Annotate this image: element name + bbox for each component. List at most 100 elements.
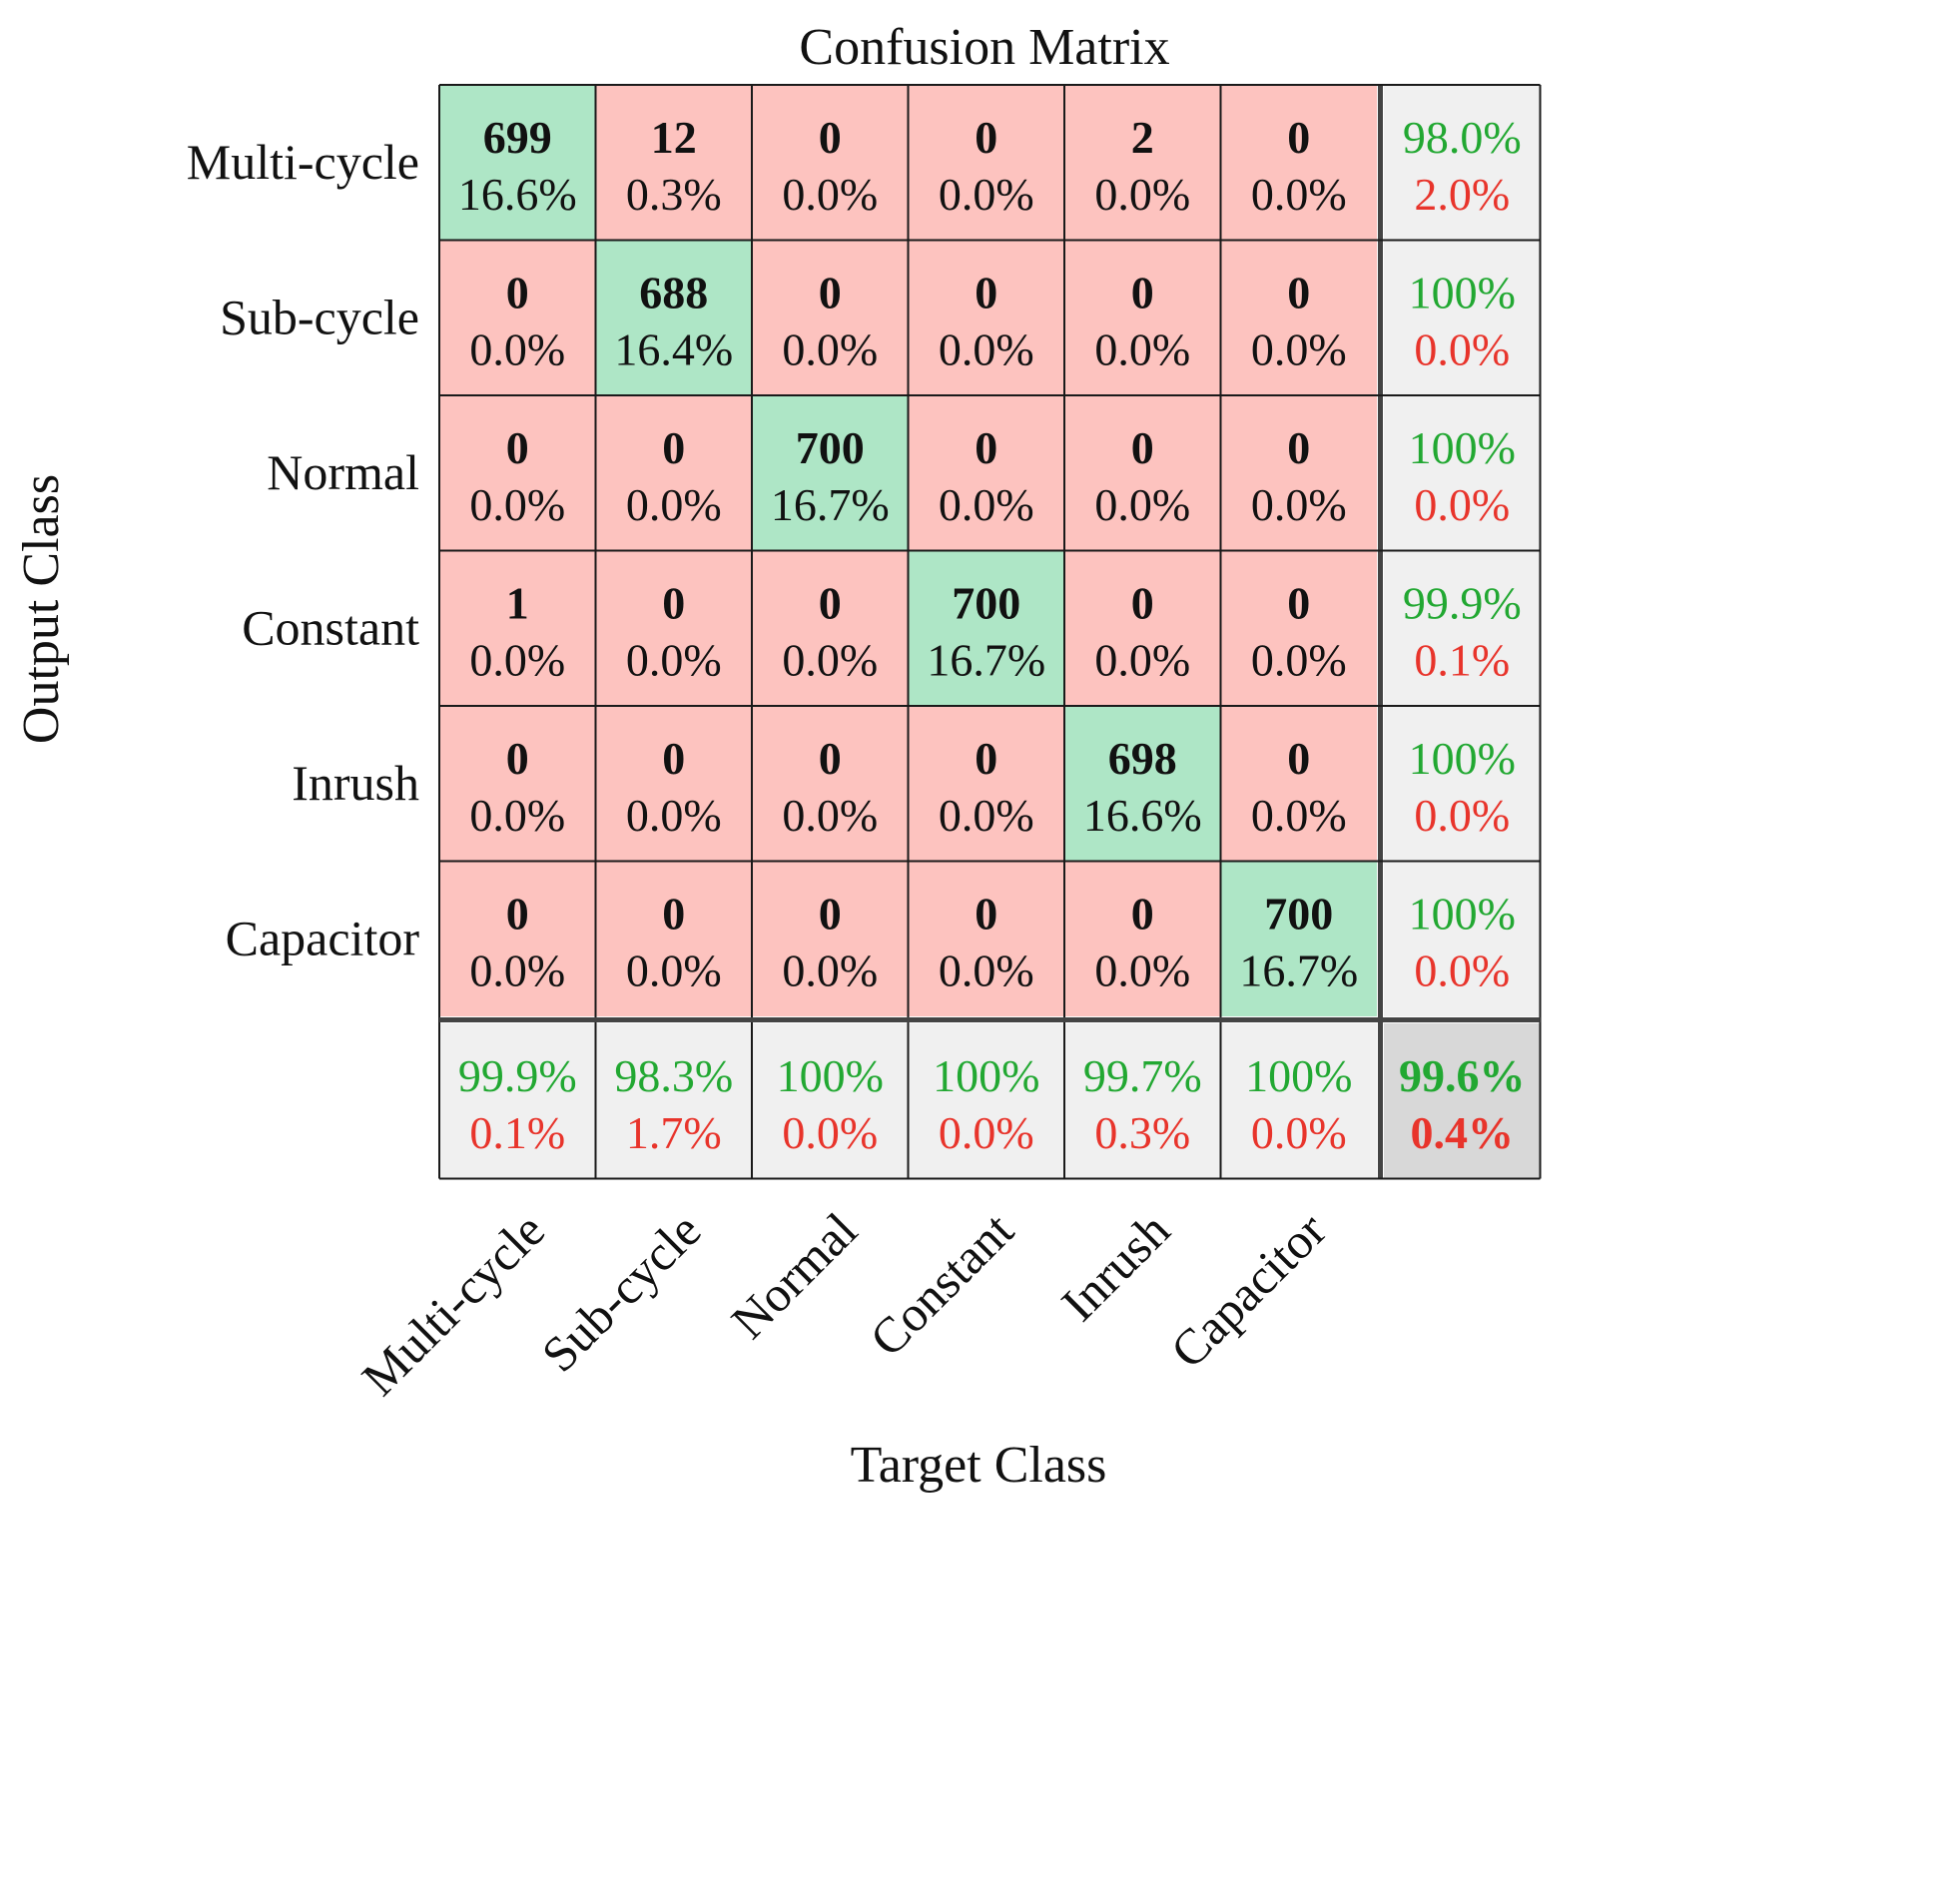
row-summary-correct: 98.0% xyxy=(1403,112,1522,163)
cell-count: 0 xyxy=(975,268,997,318)
cell-percent: 16.7% xyxy=(1239,946,1358,996)
cell-count: 700 xyxy=(796,422,865,473)
column-tick-label: Multi-cycle xyxy=(350,1202,555,1407)
cell-percent: 0.0% xyxy=(469,790,565,841)
cell-count: 0 xyxy=(1287,268,1310,318)
cell-percent: 0.0% xyxy=(1251,790,1347,841)
cell-count: 0 xyxy=(1131,889,1154,940)
row-tick-label: Constant xyxy=(242,599,419,655)
error-cell xyxy=(595,85,752,241)
row-tick-label: Sub-cycle xyxy=(220,289,419,344)
column-tick-label: Inrush xyxy=(1050,1202,1180,1332)
col-summary-cell xyxy=(595,1023,752,1179)
confusion-matrix-chart: Confusion Matrix Output Class Target Cla… xyxy=(13,19,1542,1494)
row-summary-cell xyxy=(1384,550,1541,706)
error-cell xyxy=(752,550,909,706)
col-summary-cell xyxy=(1064,1023,1221,1179)
cell-count: 700 xyxy=(1264,889,1333,940)
error-cell xyxy=(1220,85,1377,241)
cell-percent: 0.0% xyxy=(939,324,1034,375)
row-summary-correct: 100% xyxy=(1409,733,1516,784)
cell-percent: 0.3% xyxy=(626,169,722,220)
error-cell xyxy=(752,861,909,1016)
row-summary-error: 0.0% xyxy=(1414,324,1510,375)
cell-percent: 16.7% xyxy=(927,635,1045,686)
col-summary-correct: 99.7% xyxy=(1083,1050,1202,1101)
cell-percent: 0.0% xyxy=(939,479,1034,530)
error-cell xyxy=(595,550,752,706)
error-cell xyxy=(1064,240,1221,395)
column-tick-label: Capacitor xyxy=(1159,1201,1336,1378)
cell-count: 0 xyxy=(975,889,997,940)
col-summary-correct: 100% xyxy=(933,1050,1039,1101)
cell-percent: 16.7% xyxy=(771,479,890,530)
cell-count: 0 xyxy=(819,733,842,784)
correct-cell xyxy=(439,85,596,241)
correct-cell xyxy=(595,240,752,395)
cell-percent: 0.0% xyxy=(1094,324,1190,375)
error-cell xyxy=(1064,861,1221,1016)
cell-percent: 16.6% xyxy=(458,169,577,220)
cell-count: 0 xyxy=(662,578,685,629)
error-cell xyxy=(908,706,1064,862)
cell-count: 698 xyxy=(1108,733,1177,784)
cell-percent: 0.0% xyxy=(1251,479,1347,530)
cell-count: 0 xyxy=(506,889,529,940)
row-summary-cell xyxy=(1384,395,1541,551)
error-cell xyxy=(1220,550,1377,706)
error-cell xyxy=(1064,395,1221,551)
cell-count: 0 xyxy=(506,422,529,473)
cell-count: 0 xyxy=(1131,268,1154,318)
cell-percent: 16.6% xyxy=(1083,790,1202,841)
cell-percent: 0.0% xyxy=(1251,324,1347,375)
col-summary-error: 0.0% xyxy=(939,1107,1034,1158)
cell-count: 0 xyxy=(819,889,842,940)
matrix-cells: 699 16.6% 12 0.3% 0 0.0% 0 0.0% 2 0.0% 0 0.0% 0 0.0% 6… xyxy=(439,85,1541,1179)
col-summary-error: 0.0% xyxy=(1251,1107,1347,1158)
error-cell xyxy=(908,240,1064,395)
col-summary-cell xyxy=(908,1023,1064,1179)
cell-count: 0 xyxy=(975,733,997,784)
col-summary-correct: 100% xyxy=(1245,1050,1352,1101)
row-tick-label: Inrush xyxy=(292,755,419,811)
error-cell xyxy=(439,550,596,706)
row-summary-error: 0.0% xyxy=(1414,790,1510,841)
error-cell xyxy=(1220,240,1377,395)
row-summary-error: 0.0% xyxy=(1414,946,1510,996)
cell-percent: 0.0% xyxy=(939,169,1034,220)
row-tick-label: Multi-cycle xyxy=(187,134,419,190)
error-cell xyxy=(752,85,909,241)
row-summary-cell xyxy=(1384,861,1541,1016)
row-summary-cell xyxy=(1384,706,1541,862)
row-summary-correct: 99.9% xyxy=(1403,578,1522,629)
x-axis-label: Target Class xyxy=(851,1437,1107,1494)
error-cell xyxy=(595,861,752,1016)
cell-percent: 0.0% xyxy=(782,790,878,841)
cell-count: 0 xyxy=(1287,422,1310,473)
cell-count: 0 xyxy=(1131,422,1154,473)
col-summary-correct: 98.3% xyxy=(614,1050,733,1101)
error-cell xyxy=(752,706,909,862)
row-tick-label: Capacitor xyxy=(226,910,420,965)
row-summary-correct: 100% xyxy=(1409,268,1516,318)
row-summary-error: 0.0% xyxy=(1414,479,1510,530)
cell-percent: 0.0% xyxy=(1094,946,1190,996)
cell-percent: 0.0% xyxy=(469,479,565,530)
error-cell xyxy=(908,395,1064,551)
cell-percent: 0.0% xyxy=(626,635,722,686)
overall-correct: 99.6% xyxy=(1399,1050,1526,1101)
cell-percent: 0.0% xyxy=(782,946,878,996)
cell-percent: 0.0% xyxy=(1251,169,1347,220)
cell-percent: 0.0% xyxy=(469,946,565,996)
cell-count: 0 xyxy=(1287,112,1310,163)
error-cell xyxy=(439,861,596,1016)
col-summary-cell xyxy=(439,1023,596,1179)
cell-count: 688 xyxy=(639,268,708,318)
column-tick-label: Constant xyxy=(859,1202,1023,1367)
col-summary-cell xyxy=(1220,1023,1377,1179)
cell-percent: 16.4% xyxy=(614,324,733,375)
error-cell xyxy=(1220,395,1377,551)
correct-cell xyxy=(1220,861,1377,1016)
cell-percent: 0.0% xyxy=(626,479,722,530)
